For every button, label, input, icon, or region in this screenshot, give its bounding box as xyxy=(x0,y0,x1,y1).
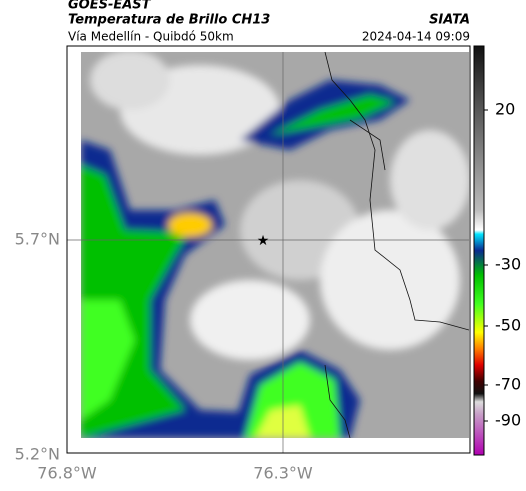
title: Temperatura de Brillo CH13 xyxy=(68,13,270,28)
imagery xyxy=(81,52,469,438)
lat-label: 5.7°N xyxy=(15,230,60,249)
colorbar xyxy=(473,45,485,456)
colorbar-tick: -90 xyxy=(495,411,521,430)
org: SIATA xyxy=(429,13,470,28)
lat-label: 5.2°N xyxy=(15,445,60,464)
svg-text:★: ★ xyxy=(257,233,270,249)
colorbar-tick: 20 xyxy=(495,100,515,119)
source: GOES-EAST xyxy=(68,0,152,13)
colorbar-tick: -50 xyxy=(495,316,521,335)
colorbar-tick: -30 xyxy=(495,255,521,274)
datetime: 2024-04-14 09:09 xyxy=(362,30,470,44)
lon-label: 76.3°W xyxy=(253,464,313,483)
lon-label: 76.8°W xyxy=(37,464,97,483)
route: Vía Medellín - Quibdó 50km xyxy=(68,30,234,44)
colorbar-tick: -70 xyxy=(495,375,521,394)
